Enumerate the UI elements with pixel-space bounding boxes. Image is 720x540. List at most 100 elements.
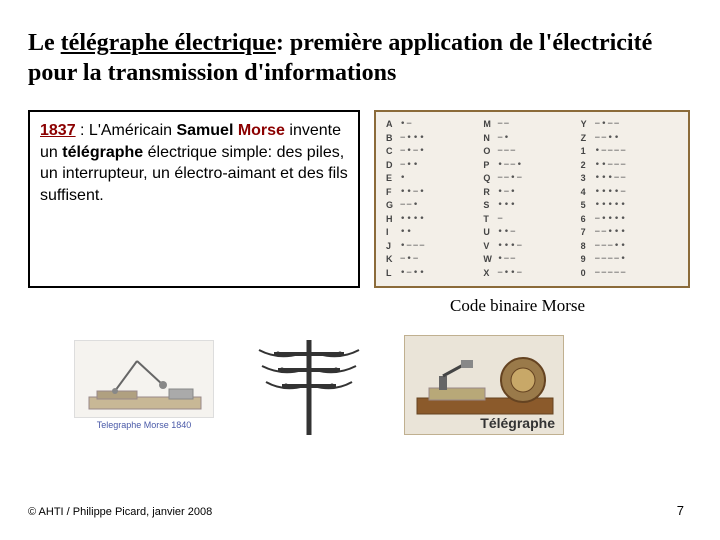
- morse-col-3: Y−•−−Z−−••1•−−−−2••−−−3•••−−4••••−5•••••…: [581, 118, 678, 280]
- morse-code: •••••: [595, 199, 627, 213]
- morse-entry: C−•−•: [386, 145, 483, 159]
- morse-entry: 9−−−−•: [581, 253, 678, 267]
- title-part1: Le: [28, 30, 61, 56]
- morse-entry: Y−•−−: [581, 118, 678, 132]
- morse-entry: E•: [386, 172, 483, 186]
- morse-letter: H: [386, 213, 400, 227]
- morse-code: −•: [497, 132, 510, 146]
- morse-letter: T: [483, 213, 497, 227]
- morse-letter: 6: [581, 213, 595, 227]
- morse-code: −•−−: [595, 118, 621, 132]
- morse-code: −−••: [595, 132, 621, 146]
- morse-letter: Z: [581, 132, 595, 146]
- morse-letter: M: [483, 118, 497, 132]
- morse-code: •−−•: [497, 159, 523, 173]
- morse-letter: 7: [581, 226, 595, 240]
- morse-code: −•−: [400, 253, 419, 267]
- morse-entry: Q−−•−: [483, 172, 580, 186]
- morse-letter: G: [386, 199, 400, 213]
- morse-entry: F••−•: [386, 186, 483, 200]
- morse-letter: 0: [581, 267, 595, 281]
- morse-letter: J: [386, 240, 400, 254]
- morse-code: •••: [497, 199, 516, 213]
- morse-col-1: A•−B−•••C−•−•D−••E•F••−•G−−•H••••I••J•−−…: [386, 118, 483, 280]
- morse-code: •−••: [400, 267, 426, 281]
- morse-code: −−: [497, 118, 510, 132]
- morse-col-2: M−−N−•O−−−P•−−•Q−−•−R•−•S•••T−U••−V•••−W…: [483, 118, 580, 280]
- telegraph-pole-figure: [254, 330, 364, 440]
- year: 1837: [40, 122, 76, 139]
- morse-letter: L: [386, 267, 400, 281]
- morse-letter: K: [386, 253, 400, 267]
- morse-code: −••−: [497, 267, 523, 281]
- telegraphe-word: télégraphe: [62, 144, 143, 161]
- morse-entry: W•−−: [483, 253, 580, 267]
- morse-code: −−−: [497, 145, 516, 159]
- copyright: © AHTI / Philippe Picard, janvier 2008: [28, 506, 212, 518]
- images-row: Telegraphe Morse 1840: [74, 330, 564, 440]
- morse-code: −−−••: [595, 240, 627, 254]
- morse-letter: S: [483, 199, 497, 213]
- morse-letter: 9: [581, 253, 595, 267]
- telegraph-1840-image: [74, 340, 214, 418]
- morse-entry: Z−−••: [581, 132, 678, 146]
- morse-code: −−•••: [595, 226, 627, 240]
- morse-code: •••−−: [595, 172, 627, 186]
- title-underlined: télégraphe électrique: [61, 30, 276, 56]
- morse-code: •−: [400, 118, 413, 132]
- morse-code-table: A•−B−•••C−•−•D−••E•F••−•G−−•H••••I••J•−−…: [374, 110, 690, 288]
- morse-entry: S•••: [483, 199, 580, 213]
- morse-letter: Q: [483, 172, 497, 186]
- morse-entry: G−−•: [386, 199, 483, 213]
- morse-letter: 1: [581, 145, 595, 159]
- morse-entry: K−•−: [386, 253, 483, 267]
- morse-letter: W: [483, 253, 497, 267]
- morse-entry: 3•••−−: [581, 172, 678, 186]
- morse-entry: I••: [386, 226, 483, 240]
- morse-code: ••−−−: [595, 159, 627, 173]
- morse-letter: I: [386, 226, 400, 240]
- morse-letter: 5: [581, 199, 595, 213]
- morse-letter: Y: [581, 118, 595, 132]
- morse-entry: O−−−: [483, 145, 580, 159]
- page-number: 7: [677, 503, 684, 518]
- morse-letter: V: [483, 240, 497, 254]
- telegraph-device-label: Télégraphe: [480, 415, 555, 431]
- telegraph-device-image: Télégraphe: [404, 335, 564, 435]
- morse-entry: R•−•: [483, 186, 580, 200]
- morse-entry: B−•••: [386, 132, 483, 146]
- morse-code: −•−•: [400, 145, 426, 159]
- morse-letter: 4: [581, 186, 595, 200]
- morse-code: −−−−−: [595, 267, 627, 281]
- morse-entry: M−−: [483, 118, 580, 132]
- morse-entry: V•••−: [483, 240, 580, 254]
- morse-letter: E: [386, 172, 400, 186]
- morse-entry: 5•••••: [581, 199, 678, 213]
- morse-code: −−•: [400, 199, 419, 213]
- morse-letter: N: [483, 132, 497, 146]
- morse-entry: P•−−•: [483, 159, 580, 173]
- morse-code: −−•−: [497, 172, 523, 186]
- morse-entry: L•−••: [386, 267, 483, 281]
- morse-code: ••••−: [595, 186, 627, 200]
- morse-entry: A•−: [386, 118, 483, 132]
- content-row: 1837 : L'Américain Samuel Morse invente …: [28, 110, 692, 288]
- morse-entry: N−•: [483, 132, 580, 146]
- morse-code: −•••: [400, 132, 426, 146]
- morse-letter: P: [483, 159, 497, 173]
- morse-code: •−−−: [400, 240, 426, 254]
- morse-entry: 4••••−: [581, 186, 678, 200]
- morse-entry: H••••: [386, 213, 483, 227]
- morse-letter: F: [386, 186, 400, 200]
- description-box: 1837 : L'Américain Samuel Morse invente …: [28, 110, 360, 288]
- morse-code: ••: [400, 226, 413, 240]
- morse-code: −••: [400, 159, 419, 173]
- telegraph-device-figure: Télégraphe: [404, 335, 564, 435]
- morse-code: •••−: [497, 240, 523, 254]
- telegraph-1840-figure: Telegraphe Morse 1840: [74, 340, 214, 430]
- morse-entry: 8−−−••: [581, 240, 678, 254]
- morse-entry: 7−−•••: [581, 226, 678, 240]
- morse-code: •−−−−: [595, 145, 627, 159]
- morse-code: •−−: [497, 253, 516, 267]
- morse-entry: 0−−−−−: [581, 267, 678, 281]
